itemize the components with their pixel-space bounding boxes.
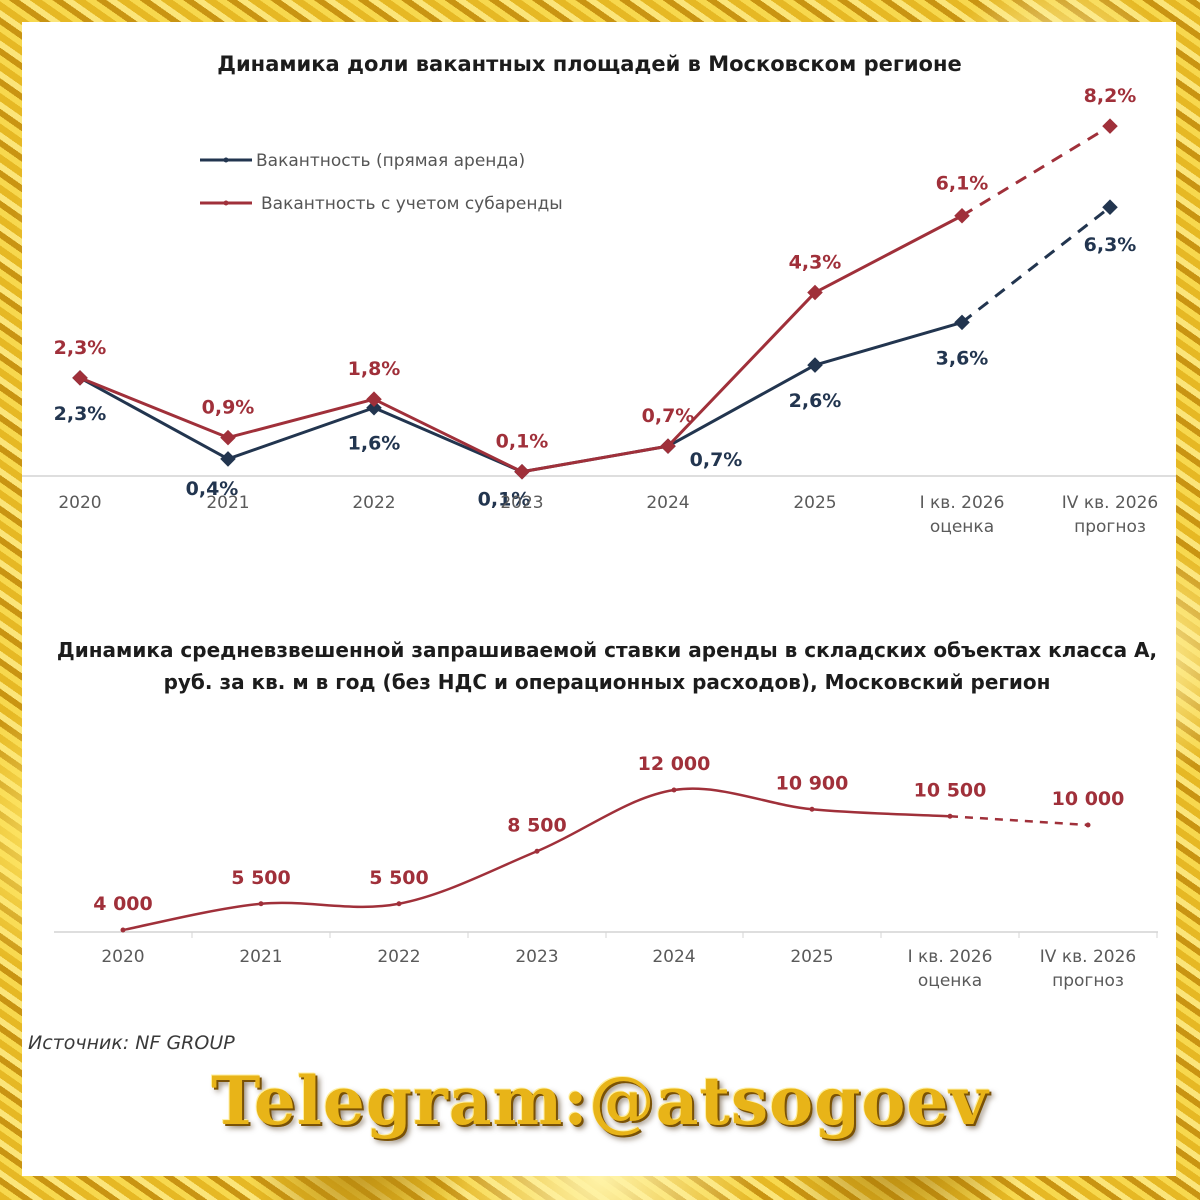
data-label: 2,6% bbox=[789, 390, 842, 412]
telegram-watermark: Telegram:@atsogoev bbox=[211, 1062, 989, 1140]
data-label: 8,2% bbox=[1084, 85, 1137, 107]
data-label: 0,4% bbox=[186, 478, 239, 500]
x-tick-label: оценка bbox=[930, 517, 994, 537]
data-point bbox=[258, 901, 264, 907]
data-label: 0,7% bbox=[642, 405, 695, 427]
data-point bbox=[514, 463, 530, 480]
x-tick-label: 2020 bbox=[58, 493, 101, 513]
x-tick-label: IV кв. 2026 bbox=[1040, 947, 1136, 967]
legend-label: Вакантность (прямая аренда) bbox=[256, 151, 525, 171]
legend-label: Вакантность с учетом субаренды bbox=[261, 194, 563, 214]
data-label: 4 000 bbox=[93, 893, 153, 915]
chart-1-title: Динамика доли вакантных площадей в Моско… bbox=[217, 52, 962, 76]
x-tick-label: прогноз bbox=[1074, 517, 1146, 537]
series-forecast-line bbox=[961, 206, 1111, 324]
data-label: 6,1% bbox=[936, 173, 989, 195]
data-label: 5 500 bbox=[369, 867, 429, 889]
data-label: 0,1% bbox=[478, 489, 531, 511]
data-label: 6,3% bbox=[1084, 234, 1137, 256]
rent-chart: 4 000 5 500 5 500 8 500 12 000 10 900 10 500 10… bbox=[54, 753, 1158, 991]
data-label: 1,8% bbox=[348, 358, 401, 380]
x-tick-label: IV кв. 2026 bbox=[1062, 493, 1158, 513]
x-tick-label: 2023 bbox=[500, 493, 543, 513]
data-point bbox=[1102, 118, 1118, 134]
x-tick-label: 2024 bbox=[646, 493, 689, 513]
x-tick-label: 2025 bbox=[790, 947, 833, 967]
data-label: 5 500 bbox=[231, 867, 291, 889]
data-label: 0,9% bbox=[202, 397, 255, 419]
data-point bbox=[954, 207, 970, 224]
data-label: 10 500 bbox=[914, 779, 987, 801]
x-tick-label: I кв. 2026 bbox=[920, 493, 1005, 513]
series-forecast-line bbox=[961, 124, 1111, 218]
data-point bbox=[671, 787, 677, 793]
source-note: Источник: NF GROUP bbox=[28, 1032, 235, 1054]
data-point bbox=[120, 927, 126, 933]
x-tick-label: 2020 bbox=[101, 947, 144, 967]
x-tick-label: 2021 bbox=[239, 947, 282, 967]
x-tick-label: 2025 bbox=[793, 493, 836, 513]
data-label: 4,3% bbox=[789, 252, 842, 274]
legend-marker bbox=[223, 157, 229, 163]
data-point bbox=[1085, 822, 1091, 828]
x-tick-label: 2023 bbox=[515, 947, 558, 967]
data-point bbox=[366, 391, 382, 407]
x-tick-label: 2021 bbox=[206, 493, 249, 513]
data-label: 12 000 bbox=[638, 753, 711, 775]
data-label: 10 900 bbox=[776, 772, 849, 794]
data-point bbox=[1102, 199, 1118, 215]
data-point bbox=[947, 813, 953, 819]
chart-2-title: Динамика средневзвешенной запрашиваемой … bbox=[56, 638, 1158, 694]
data-label: 0,1% bbox=[496, 431, 549, 453]
data-point bbox=[220, 451, 236, 467]
x-tick-label: прогноз bbox=[1052, 971, 1124, 991]
data-point bbox=[72, 370, 88, 386]
rent-forecast-line bbox=[949, 815, 1089, 827]
x-tick-label: 2022 bbox=[352, 493, 395, 513]
vacancy-chart: Вакантность (прямая аренда) Вакантность с… bbox=[22, 85, 1176, 537]
data-point bbox=[534, 848, 540, 854]
x-tick-label: I кв. 2026 bbox=[908, 947, 993, 967]
x-tick-label: оценка bbox=[918, 971, 982, 991]
x-tick-label: 2022 bbox=[377, 947, 420, 967]
data-label: 2,3% bbox=[54, 403, 107, 425]
data-label: 8 500 bbox=[507, 814, 567, 836]
rent-line bbox=[122, 787, 951, 932]
data-point bbox=[809, 806, 815, 812]
data-point bbox=[220, 429, 236, 446]
data-point bbox=[396, 901, 402, 907]
x-tick-label: 2024 bbox=[652, 947, 695, 967]
data-label: 0,7% bbox=[690, 449, 743, 471]
data-label: 2,3% bbox=[54, 337, 107, 359]
data-label: 10 000 bbox=[1052, 788, 1125, 810]
data-point bbox=[807, 357, 823, 373]
legend-marker bbox=[223, 200, 229, 206]
data-label: 3,6% bbox=[936, 347, 989, 369]
data-label: 1,6% bbox=[348, 433, 401, 455]
chart-card: Динамика доли вакантных площадей в Моско… bbox=[22, 22, 1176, 1176]
